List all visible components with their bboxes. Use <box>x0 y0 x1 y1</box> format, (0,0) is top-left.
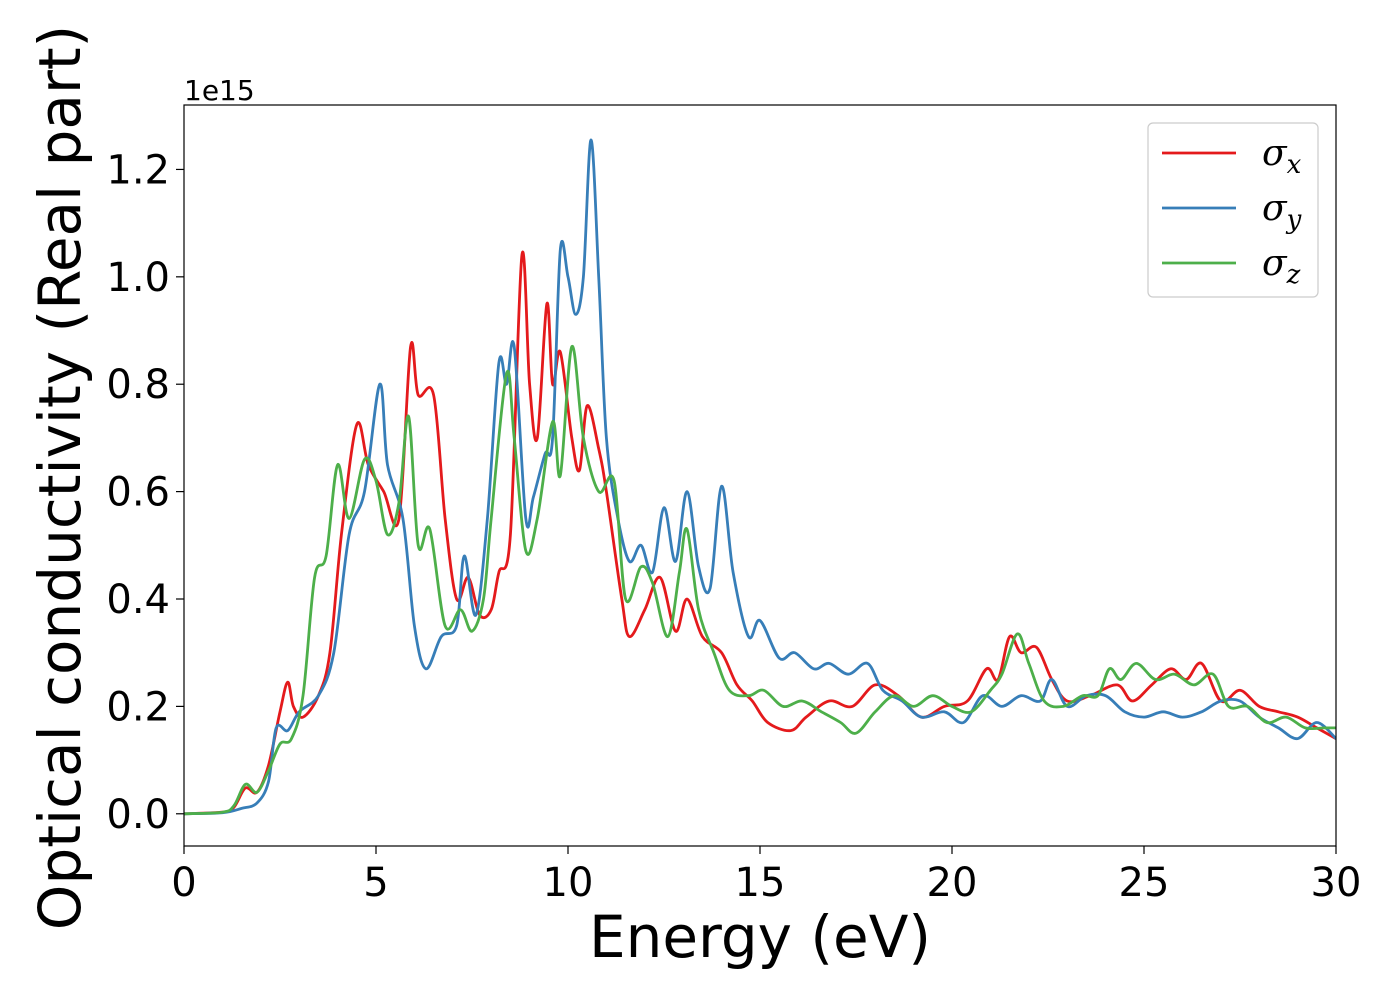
y-tick-label: 0.0 <box>106 792 170 838</box>
series-line-y <box>184 138 1336 816</box>
ticks: 0 5 10 15 20 25 30 0.0 0.2 0.4 0.6 0.8 1.0 1.2 <box>106 147 1361 906</box>
legend: σx σy σz <box>1147 122 1319 298</box>
y-tick-label: 1.2 <box>106 147 170 193</box>
y-offset-label: 1e15 <box>184 74 255 107</box>
y-axis-label: Optical conductivity (Real part) <box>26 25 94 930</box>
x-tick-label: 30 <box>1311 860 1362 906</box>
legend-label-z: σz <box>1262 243 1301 290</box>
x-tick-label: 20 <box>927 860 978 906</box>
x-tick-label: 0 <box>171 860 196 906</box>
x-axis-label: Energy (eV) <box>589 903 931 971</box>
x-tick-label: 25 <box>1119 860 1170 906</box>
legend-label-y: σy <box>1262 188 1302 235</box>
y-tick-label: 0.8 <box>106 362 170 408</box>
series-lines <box>184 138 1336 816</box>
labels: Energy (eV) Optical conductivity (Real pa… <box>26 25 931 971</box>
x-tick-label: 15 <box>735 860 786 906</box>
legend-box <box>1147 122 1319 298</box>
x-tick-label: 10 <box>543 860 594 906</box>
y-tick-label: 0.6 <box>106 470 170 516</box>
y-tick-label: 0.4 <box>106 577 170 623</box>
series-line-z <box>184 345 1336 816</box>
series-line-x <box>184 250 1336 816</box>
y-tick-label: 1.0 <box>106 255 170 301</box>
x-tick-label: 5 <box>363 860 388 906</box>
legend-label-x: σx <box>1262 133 1302 180</box>
y-tick-label: 0.2 <box>106 684 170 730</box>
